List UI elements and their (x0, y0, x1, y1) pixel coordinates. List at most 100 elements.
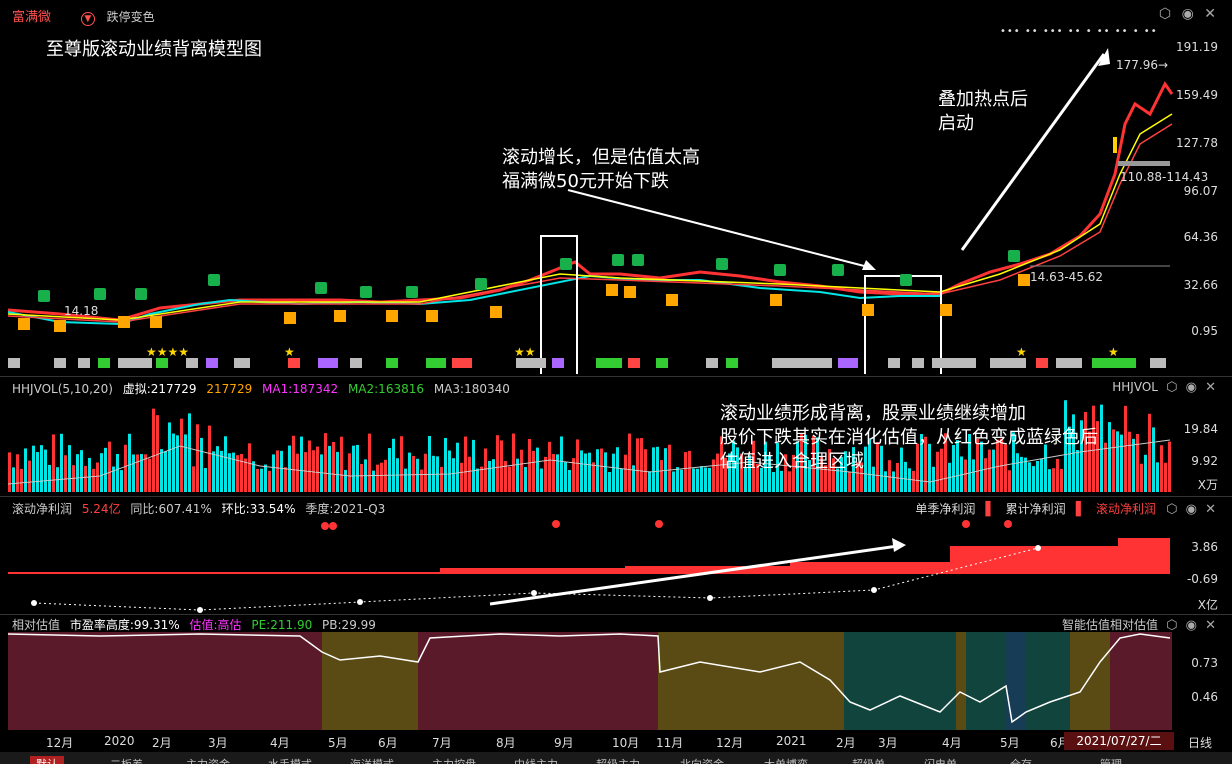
val-pb: PB:29.99 (322, 618, 376, 632)
profit-restore-icon[interactable]: ◉ (1185, 502, 1197, 517)
arrow-down-head (862, 260, 876, 270)
volume-bar (864, 446, 867, 492)
volume-bar (60, 433, 63, 492)
tab-10[interactable]: 超级单 (852, 756, 885, 764)
volume-bar (16, 454, 19, 492)
volume-bar (680, 469, 683, 492)
period-selector[interactable]: 日线 (1188, 736, 1213, 750)
volume-bar (748, 455, 751, 492)
stock-name[interactable]: 富满微 (12, 10, 52, 25)
vol-close-icon[interactable]: ✕ (1205, 380, 1216, 395)
svg-text:★: ★ (1016, 345, 1027, 359)
date-10: 10月 (612, 736, 640, 750)
date-15: 3月 (878, 736, 898, 750)
tab-8[interactable]: 北向资金 (680, 756, 724, 764)
rolling-profit-area (8, 538, 1170, 574)
valuation-chart[interactable] (0, 632, 1175, 732)
val-restore-icon[interactable]: ◉ (1185, 618, 1197, 633)
svg-text:★: ★ (1108, 345, 1119, 359)
price-chart[interactable]: ★★★★ ★ ★★ ★ ★ (0, 24, 1175, 374)
val-axis-2: 0.46 (1191, 690, 1218, 704)
volume-bar (1120, 434, 1123, 492)
volume-bar (116, 453, 119, 492)
volume-bar (480, 466, 483, 492)
volume-bar (608, 471, 611, 492)
volume-bar (676, 467, 679, 492)
ma10-line (7, 113, 1173, 321)
volume-bar (340, 436, 343, 492)
svg-text:★: ★ (284, 345, 295, 359)
volume-bar (88, 457, 91, 492)
date-2: 2月 (152, 736, 172, 750)
tab-1[interactable]: 二板差 (110, 756, 143, 764)
yellow-bar (1113, 137, 1117, 153)
volume-bar (876, 442, 879, 492)
settings-icon[interactable]: ⬡ (1158, 6, 1172, 22)
profit-chart[interactable] (0, 516, 1175, 616)
volume-bar (848, 471, 851, 492)
volume-bar (288, 445, 291, 492)
volume-bar (220, 450, 223, 492)
volume-bar (892, 471, 895, 492)
profit-close-icon[interactable]: ✕ (1205, 502, 1216, 517)
volume-bar (148, 458, 151, 492)
volume-bar (492, 459, 495, 492)
tab-12[interactable]: 仓存 (1010, 756, 1032, 764)
volume-bar (1012, 432, 1015, 492)
volume-bar (296, 453, 299, 492)
date-12: 12月 (716, 736, 744, 750)
volume-bar (944, 433, 947, 492)
tab-4[interactable]: 海洋模式 (350, 756, 394, 764)
tab-7[interactable]: 超级主力 (596, 756, 640, 764)
annotation-3-line-2: 股价下跌其实在消化估值，从红色变成蓝绿色后 (720, 427, 1098, 448)
volume-chart[interactable] (0, 396, 1175, 496)
volume-bar (372, 470, 375, 492)
tab-13[interactable]: 管理 (1100, 756, 1122, 764)
close-icon[interactable]: ✕ (1204, 6, 1216, 22)
limit-down-color-tab[interactable]: 跌停变色 (106, 10, 155, 24)
date-axis: 12月 2020 2月 3月 4月 5月 6月 7月 8月 9月 10月 11月… (0, 734, 1232, 752)
val-name[interactable]: 相对估值 (12, 618, 61, 632)
date-14: 2月 (836, 736, 856, 750)
profit-name[interactable]: 滚动净利润 (12, 502, 73, 516)
profit-axis-unit: X亿 (1197, 598, 1218, 612)
volume-bar (808, 459, 811, 492)
volume-bar (1116, 431, 1119, 492)
volume-bar (780, 470, 783, 492)
divider-2 (0, 496, 1232, 497)
date-3: 3月 (208, 736, 228, 750)
volume-bar (580, 450, 583, 492)
vol-name[interactable]: HHJVOL(5,10,20) (12, 382, 113, 396)
tab-5[interactable]: 主力控盘 (432, 756, 476, 764)
price-axis-7: 0.95 (1191, 324, 1218, 338)
tab-3[interactable]: 水手模式 (268, 756, 312, 764)
volume-bar (112, 466, 115, 492)
annotation-1-line-2: 福满微50元开始下跌 (502, 171, 669, 192)
ma20-line (7, 123, 1173, 323)
vol-settings-icon[interactable]: ⬡ (1166, 380, 1178, 395)
tab-9[interactable]: 大单博弈 (764, 756, 808, 764)
vol-restore-icon[interactable]: ◉ (1185, 380, 1197, 395)
volume-bar (236, 455, 239, 492)
volume-bar (700, 466, 703, 492)
profit-settings-icon[interactable]: ⬡ (1166, 502, 1178, 517)
volume-bar (140, 453, 143, 492)
annotation-1: 滚动增长，但是估值太高 福满微50元开始下跌 (502, 146, 700, 194)
legend-single-quarter: 单季净利润 (915, 502, 976, 516)
volume-bar (756, 463, 759, 492)
tab-6[interactable]: 中线主力 (514, 756, 558, 764)
tab-default[interactable]: 默认 (30, 756, 64, 764)
val-settings-icon[interactable]: ⬡ (1166, 618, 1178, 633)
volume-bar (144, 454, 147, 492)
tab-11[interactable]: 闪电单 (924, 756, 957, 764)
restore-icon[interactable]: ◉ (1181, 6, 1194, 22)
volume-bar (188, 413, 191, 492)
volume-bar (152, 408, 155, 492)
val-pe-height: 市盈率高度:99.31% (69, 618, 180, 632)
price-axis-2: 159.49 (1176, 88, 1218, 102)
svg-text:★★: ★★ (514, 345, 536, 359)
volume-bar (80, 450, 83, 492)
tab-2[interactable]: 主力资金 (186, 756, 230, 764)
val-close-icon[interactable]: ✕ (1205, 618, 1216, 633)
profit-value: 5.24亿 (81, 502, 121, 516)
